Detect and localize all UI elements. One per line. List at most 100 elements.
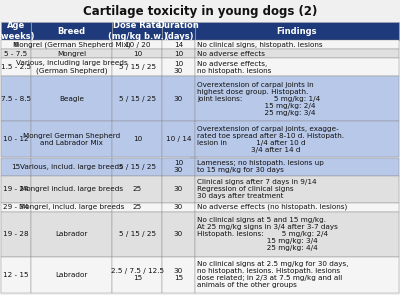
FancyBboxPatch shape	[141, 201, 150, 226]
Bar	[112, 158, 162, 176]
Text: Mongrel includ. large breeds: Mongrel includ. large breeds	[20, 186, 123, 192]
Bar	[31, 203, 112, 212]
Text: Duration
(days): Duration (days)	[158, 21, 199, 41]
Text: 10: 10	[133, 51, 142, 57]
Text: Mongrel (German Shepherd Mix): Mongrel (German Shepherd Mix)	[13, 41, 130, 48]
Text: 10 - 12: 10 - 12	[3, 136, 29, 142]
Text: Labrador: Labrador	[56, 272, 88, 278]
Bar	[1, 121, 31, 158]
Text: 10
30: 10 30	[174, 160, 183, 173]
Text: No adverse effects (no histopath. lesions): No adverse effects (no histopath. lesion…	[197, 204, 347, 210]
Text: No clinical signs at 2.5 mg/kg for 30 days,
no histopath. lesions. Histopath. le: No clinical signs at 2.5 mg/kg for 30 da…	[197, 261, 348, 289]
Bar	[1, 212, 31, 257]
Bar	[162, 58, 195, 76]
FancyBboxPatch shape	[178, 169, 195, 194]
Bar	[195, 176, 399, 203]
Bar	[31, 158, 112, 176]
Text: 10
30: 10 30	[174, 61, 183, 74]
Bar	[162, 212, 195, 257]
Bar	[162, 40, 195, 49]
Bar	[1, 76, 31, 121]
Text: Findings: Findings	[277, 27, 317, 35]
Text: 1.5 - 2.5: 1.5 - 2.5	[1, 64, 31, 70]
FancyBboxPatch shape	[133, 160, 144, 189]
Bar	[162, 257, 195, 293]
Text: Age
(weeks): Age (weeks)	[0, 21, 35, 41]
Text: 10 / 14: 10 / 14	[166, 136, 191, 142]
Text: 30: 30	[174, 96, 183, 102]
Text: Cartilage toxicity in young dogs (2): Cartilage toxicity in young dogs (2)	[83, 6, 317, 19]
Text: 15: 15	[11, 163, 20, 170]
Text: Labrador: Labrador	[56, 231, 88, 237]
Bar	[162, 176, 195, 203]
Text: 30: 30	[174, 231, 183, 237]
Bar	[31, 121, 112, 158]
Bar	[31, 58, 112, 76]
Bar	[1, 22, 31, 40]
Text: 10 / 20: 10 / 20	[124, 42, 150, 47]
FancyBboxPatch shape	[177, 201, 186, 226]
Bar	[1, 257, 31, 293]
Text: 25: 25	[133, 186, 142, 192]
Text: Various, including large breeds
(German Shepherd): Various, including large breeds (German …	[16, 60, 128, 74]
Text: 19 - 28: 19 - 28	[3, 231, 29, 237]
Ellipse shape	[138, 177, 198, 203]
Text: 30: 30	[174, 204, 183, 210]
Bar	[1, 203, 31, 212]
Bar	[112, 257, 162, 293]
Bar	[112, 22, 162, 40]
Text: 7.5 - 8.5: 7.5 - 8.5	[1, 96, 31, 102]
Text: Dose Rate
(mg/kg b.w.): Dose Rate (mg/kg b.w.)	[108, 21, 167, 41]
Bar	[162, 49, 195, 58]
Ellipse shape	[189, 156, 197, 169]
Bar	[162, 121, 195, 158]
Text: No adverse effects,
no histopath. lesions: No adverse effects, no histopath. lesion…	[197, 61, 271, 74]
Text: 25: 25	[133, 204, 142, 210]
Text: 5 / 15 / 25: 5 / 15 / 25	[119, 96, 156, 102]
Bar	[162, 158, 195, 176]
Text: 10: 10	[133, 136, 142, 142]
Text: 5 / 15 / 25: 5 / 15 / 25	[119, 64, 156, 70]
FancyBboxPatch shape	[150, 201, 160, 226]
Text: No clinical signs at 5 and 15 mg/kg.
At 25 mg/kg signs in 3/4 after 3-7 days
His: No clinical signs at 5 and 15 mg/kg. At …	[197, 217, 338, 251]
Text: 19 - 24: 19 - 24	[3, 186, 29, 192]
Bar	[195, 203, 399, 212]
Bar	[162, 22, 195, 40]
Ellipse shape	[186, 162, 205, 178]
Bar	[195, 58, 399, 76]
Bar	[112, 58, 162, 76]
Text: 2.5 / 7.5 / 12.5
15: 2.5 / 7.5 / 12.5 15	[111, 268, 164, 281]
Bar	[162, 203, 195, 212]
Text: 5 / 15 / 25: 5 / 15 / 25	[119, 163, 156, 170]
Bar	[112, 203, 162, 212]
Ellipse shape	[200, 170, 211, 178]
Text: Overextension of carpal joints in
highest dose group. Histopath.
joint lesions: : Overextension of carpal joints in highes…	[197, 82, 320, 116]
Bar	[31, 40, 112, 49]
Text: 5 - 7.5: 5 - 7.5	[4, 51, 28, 57]
Text: Beagle: Beagle	[59, 96, 84, 102]
Text: No clinical signs, histopath. lesions: No clinical signs, histopath. lesions	[197, 42, 322, 47]
Bar	[31, 76, 112, 121]
Bar	[195, 212, 399, 257]
Bar	[112, 76, 162, 121]
Text: Overextension of carpal joints, exagge-
rated toe spread after 8-10 d. Histopath: Overextension of carpal joints, exagge- …	[197, 126, 344, 153]
Bar	[195, 257, 399, 293]
Text: 30
15: 30 15	[174, 268, 183, 281]
Bar	[195, 49, 399, 58]
Bar	[1, 58, 31, 76]
Bar	[31, 257, 112, 293]
Bar	[195, 40, 399, 49]
FancyBboxPatch shape	[167, 201, 177, 226]
Text: 6: 6	[14, 42, 18, 47]
Text: 29 - 34: 29 - 34	[3, 204, 29, 210]
Text: Lameness; no histopath. lesions up
to 15 mg/kg for 30 days: Lameness; no histopath. lesions up to 15…	[197, 160, 324, 173]
Bar	[112, 40, 162, 49]
Bar	[31, 212, 112, 257]
Text: Mongrel German Shepherd
and Labrador Mix: Mongrel German Shepherd and Labrador Mix	[23, 133, 120, 146]
Text: 30: 30	[174, 186, 183, 192]
Bar	[195, 158, 399, 176]
Text: 12 - 15: 12 - 15	[3, 272, 29, 278]
Bar	[162, 76, 195, 121]
Text: Various, includ. large breeds: Various, includ. large breeds	[20, 163, 123, 170]
Text: Breed: Breed	[58, 27, 86, 35]
